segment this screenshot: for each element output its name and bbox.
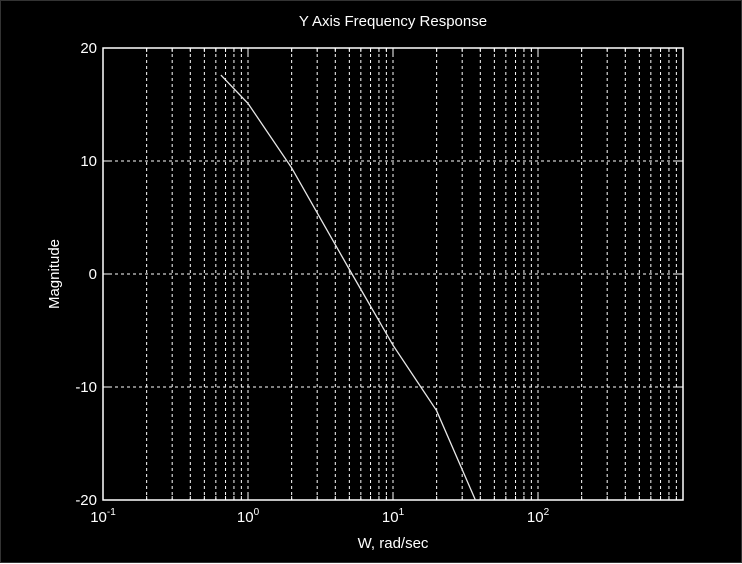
- series-line: [220, 74, 476, 501]
- x-tick-label: 101: [382, 507, 405, 526]
- x-tick-label: 10-1: [90, 507, 116, 526]
- y-axis-title: Magnitude: [46, 239, 63, 309]
- y-tick-label: -20: [75, 492, 97, 509]
- y-tick-label: 0: [89, 266, 97, 283]
- x-tick-label: 102: [527, 507, 550, 526]
- axis-ticks: [103, 47, 683, 501]
- chart-title: Y Axis Frequency Response: [299, 13, 487, 30]
- x-axis-title: W, rad/sec: [358, 535, 429, 552]
- y-tick-label: 10: [80, 153, 97, 170]
- series-lines: [220, 74, 476, 501]
- x-tick-label: 100: [237, 507, 260, 526]
- y-tick-label: -10: [75, 379, 97, 396]
- y-tick-label: 20: [80, 40, 97, 57]
- grid-lines: [103, 48, 683, 500]
